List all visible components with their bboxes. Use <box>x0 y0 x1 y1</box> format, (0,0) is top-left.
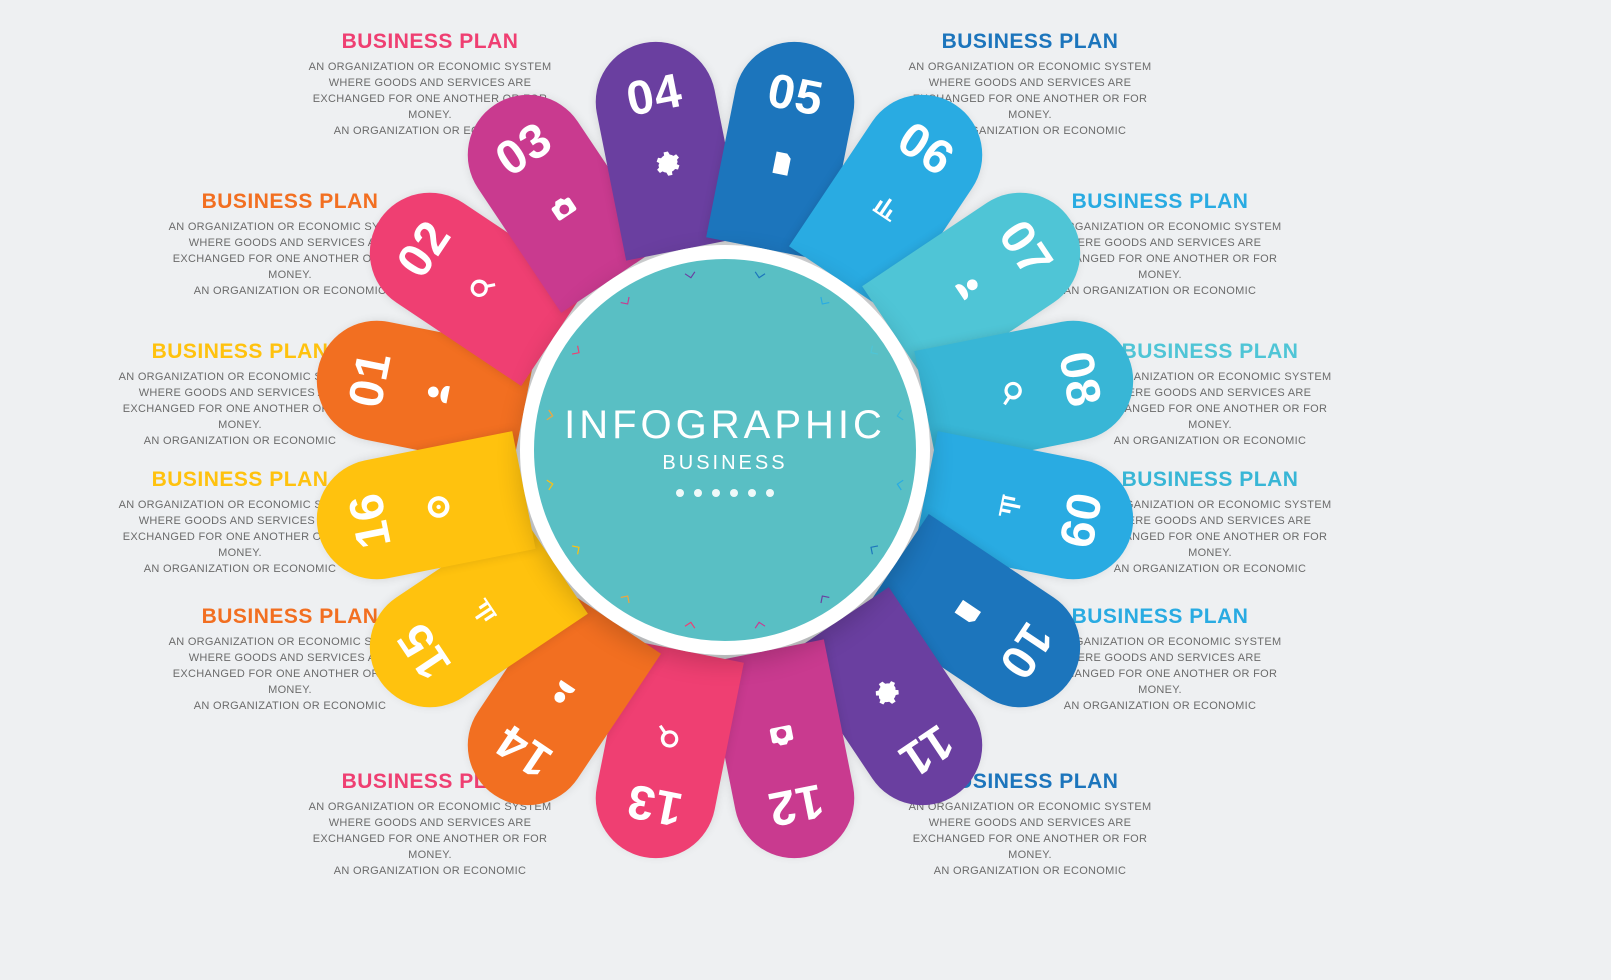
petal-number: 08 <box>1041 315 1118 443</box>
petal-number: 01 <box>332 315 409 443</box>
text-block-body: AN ORGANIZATION OR ECONOMIC SYSTEM WHERE… <box>900 800 1160 880</box>
bars-icon <box>987 446 1036 569</box>
petal-number: 12 <box>731 766 859 843</box>
center-circle: INFOGRAPHIC BUSINESS <box>520 245 930 655</box>
text-block-title: BUSINESS PLAN <box>1030 190 1290 214</box>
tick-13: ⌵ <box>679 616 700 637</box>
center-title: INFOGRAPHIC <box>564 403 886 448</box>
text-block-title: BUSINESS PLAN <box>900 30 1160 54</box>
center-dots <box>676 489 774 497</box>
tick-08: ⌵ <box>891 404 912 425</box>
petal-number: 09 <box>1041 456 1118 584</box>
petal-number: 05 <box>731 57 859 134</box>
tick-12: ⌵ <box>750 616 771 637</box>
doc-icon <box>721 139 844 188</box>
text-block-title: BUSINESS PLAN <box>300 30 560 54</box>
petal-number: 13 <box>590 766 718 843</box>
tick-16: ⌵ <box>538 475 559 496</box>
search-icon <box>987 332 1036 455</box>
infographic-stage: 01020304050607080910111213141516 INFOGRA… <box>0 0 1611 980</box>
petal-number: 16 <box>332 456 409 584</box>
camera-icon <box>721 712 844 761</box>
tick-09: ⌵ <box>891 475 912 496</box>
search-icon <box>607 712 730 761</box>
target-icon <box>414 446 463 569</box>
tick-05: ⌵ <box>750 263 771 284</box>
petal-number: 04 <box>590 57 718 134</box>
center-subtitle: BUSINESS <box>662 452 787 475</box>
text-block-body: AN ORGANIZATION OR ECONOMIC SYSTEM WHERE… <box>300 800 560 880</box>
gears-icon <box>607 139 730 188</box>
user-icon <box>414 332 463 455</box>
text-block-title: BUSINESS PLAN <box>160 190 420 214</box>
